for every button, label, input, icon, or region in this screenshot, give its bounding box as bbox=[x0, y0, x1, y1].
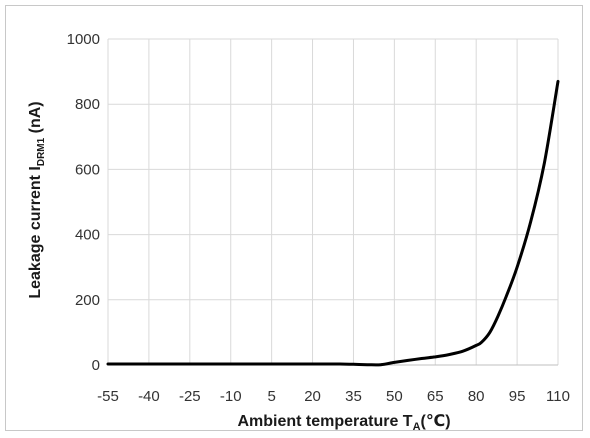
x-tick-label: 20 bbox=[304, 388, 321, 405]
x-axis-label-unit: (℃) bbox=[421, 413, 451, 430]
y-tick-labels: 0 200 400 600 800 1000 bbox=[67, 31, 100, 374]
y-tick-label: 600 bbox=[75, 161, 100, 178]
x-tick-label: -10 bbox=[220, 388, 242, 405]
x-axis-label-main: Ambient temperature T bbox=[237, 413, 412, 430]
x-tick-label: 5 bbox=[267, 388, 275, 405]
x-tick-labels: -55 -40 -25 -10 5 20 35 50 65 80 95 110 bbox=[97, 388, 570, 405]
x-axis-label: Ambient temperature TA(℃) bbox=[237, 413, 450, 433]
grid bbox=[107, 38, 559, 366]
x-tick-label: 80 bbox=[468, 388, 485, 405]
x-tick-label: 95 bbox=[509, 388, 526, 405]
x-tick-label: 50 bbox=[386, 388, 403, 405]
x-tick-label: -25 bbox=[179, 388, 201, 405]
x-tick-label: 65 bbox=[427, 388, 444, 405]
x-tick-label: 35 bbox=[345, 388, 362, 405]
x-tick-label: -40 bbox=[138, 388, 160, 405]
y-tick-label: 800 bbox=[75, 96, 100, 113]
series-layer bbox=[106, 79, 560, 367]
y-axis-label-unit: (nA) bbox=[27, 101, 44, 137]
y-tick-label: 1000 bbox=[67, 31, 100, 48]
x-tick-label: 110 bbox=[546, 388, 570, 405]
y-tick-label: 200 bbox=[75, 292, 100, 309]
y-tick-label: 0 bbox=[92, 357, 100, 374]
leakage-current-series-line bbox=[106, 79, 560, 367]
y-axis-label-main: Leakage current I bbox=[27, 166, 44, 299]
x-tick-label: -55 bbox=[97, 388, 119, 405]
y-tick-label: 400 bbox=[75, 227, 100, 244]
y-axis-label-sub: DRM1 bbox=[36, 137, 47, 166]
y-axis-label: Leakage current IDRM1 (nA) bbox=[27, 101, 47, 298]
chart-frame bbox=[5, 5, 583, 431]
x-axis-label-sub: A bbox=[413, 421, 421, 433]
